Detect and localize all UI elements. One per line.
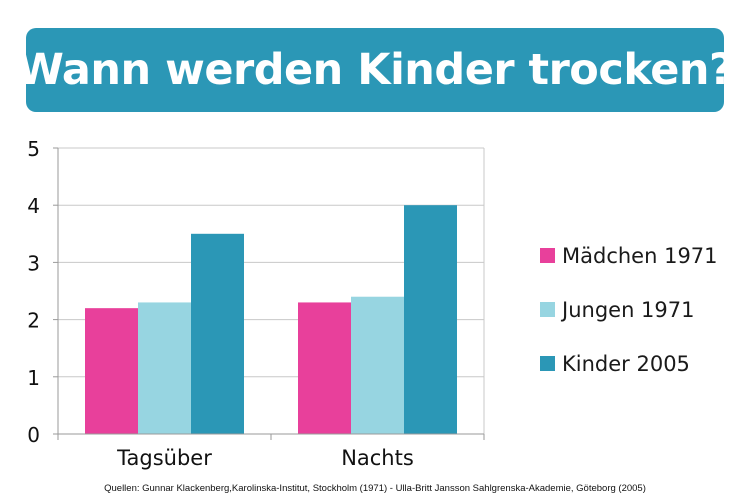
- legend-label: Kinder 2005: [562, 351, 690, 376]
- chart-title: Wann werden Kinder trocken?: [16, 45, 734, 95]
- legend-label: Jungen 1971: [562, 297, 695, 322]
- source-note: Quellen: Gunnar Klackenberg,Karolinska-I…: [104, 483, 646, 494]
- x-tick-label: Nachts: [341, 446, 414, 470]
- bar-kinder-2005-tags-ber: [191, 233, 244, 434]
- legend-label: Mädchen 1971: [562, 243, 718, 268]
- bar-m-dchen-1971-nachts: [298, 302, 351, 434]
- y-tick-label: 3: [27, 251, 40, 275]
- legend-swatch: [540, 302, 555, 317]
- legend-swatch: [540, 248, 555, 263]
- bar-m-dchen-1971-tags-ber: [85, 308, 138, 434]
- y-tick-label: 1: [27, 366, 40, 390]
- legend-item: Jungen 1971: [540, 296, 718, 323]
- bar-kinder-2005-nachts: [404, 205, 457, 434]
- y-tick-label: 4: [27, 194, 40, 218]
- title-banner: Wann werden Kinder trocken?: [17, 28, 734, 112]
- legend: Mädchen 1971 Jungen 1971 Kinder 2005: [540, 242, 718, 404]
- y-tick-label: 2: [27, 309, 40, 333]
- y-tick-label: 5: [27, 137, 40, 161]
- bar-jungen-1971-tags-ber: [138, 302, 191, 434]
- legend-item: Kinder 2005: [540, 350, 718, 377]
- legend-item: Mädchen 1971: [540, 242, 718, 269]
- y-tick-label: 0: [27, 423, 40, 447]
- x-tick-label: Tagsüber: [116, 446, 212, 470]
- bar-jungen-1971-nachts: [351, 296, 404, 434]
- legend-swatch: [540, 356, 555, 371]
